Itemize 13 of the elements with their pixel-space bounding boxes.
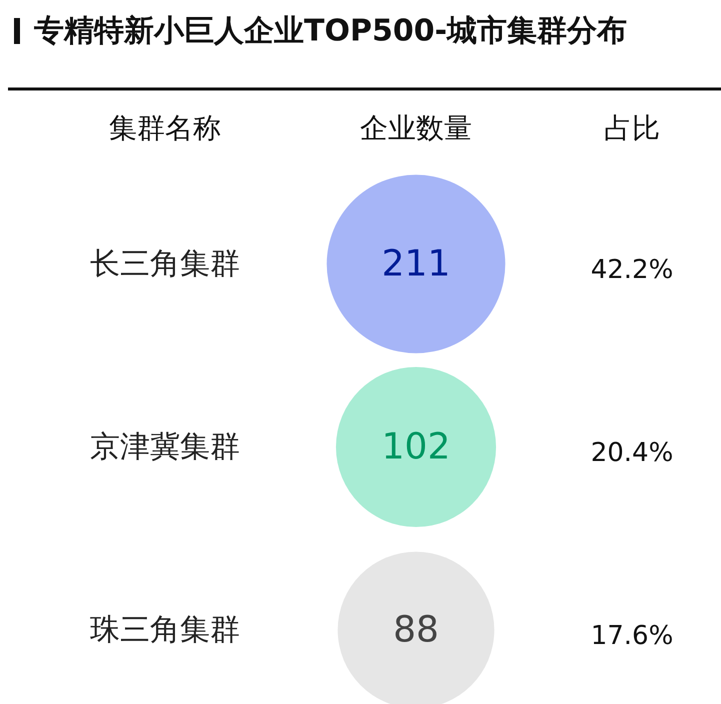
text: 集群名称 — [109, 112, 221, 144]
data-label: 20.4% — [590, 438, 674, 468]
series-label: 企业数量 — [360, 112, 472, 144]
data-label: 211 — [382, 244, 450, 284]
data-label: 17.6% — [590, 621, 674, 651]
data-label: 88 — [393, 610, 439, 650]
text: 专精特新小巨人企业TOP500-城市集群分布 — [33, 14, 628, 48]
data-label: 42.2% — [590, 255, 674, 285]
category-label: 长三角集群 — [90, 246, 240, 282]
category-label: 京津冀集群 — [90, 430, 240, 464]
data-label: 102 — [382, 426, 450, 468]
text: 占比 — [604, 112, 660, 144]
category-label: 珠三角集群 — [90, 612, 240, 648]
